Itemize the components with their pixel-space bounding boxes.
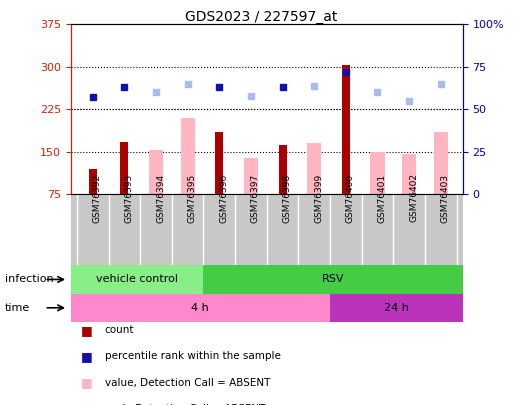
Text: ■: ■ [81, 350, 93, 363]
Text: rank, Detection Call = ABSENT: rank, Detection Call = ABSENT [105, 404, 265, 405]
Text: infection: infection [5, 275, 54, 284]
Bar [120, 142, 128, 194]
Text: count: count [105, 325, 134, 335]
Text: GSM76401: GSM76401 [378, 173, 386, 222]
Text: time: time [5, 303, 30, 313]
Text: 4 h: 4 h [191, 303, 209, 313]
Text: GSM76397: GSM76397 [251, 173, 260, 223]
Text: ■: ■ [81, 324, 93, 337]
Text: GSM76396: GSM76396 [219, 173, 228, 223]
Bar [402, 153, 416, 194]
Bar [203, 265, 463, 294]
Bar [244, 158, 258, 194]
Bar [307, 143, 321, 194]
Bar [71, 294, 330, 322]
Bar [89, 169, 97, 194]
Text: RSV: RSV [322, 275, 345, 284]
Bar [342, 65, 350, 194]
Text: GDS2023 / 227597_at: GDS2023 / 227597_at [185, 10, 338, 24]
Text: vehicle control: vehicle control [96, 275, 178, 284]
Text: ■: ■ [81, 403, 93, 405]
Bar [180, 118, 195, 194]
Text: GSM76393: GSM76393 [124, 173, 133, 223]
Bar [71, 265, 203, 294]
Text: GSM76399: GSM76399 [314, 173, 323, 223]
Bar [434, 132, 448, 194]
Text: GSM76392: GSM76392 [93, 173, 102, 222]
Text: GSM76394: GSM76394 [156, 173, 165, 222]
Text: GSM76402: GSM76402 [409, 173, 418, 222]
Text: GSM76395: GSM76395 [188, 173, 197, 223]
Text: ■: ■ [81, 376, 93, 389]
Text: GSM76398: GSM76398 [282, 173, 291, 223]
Text: GSM76403: GSM76403 [441, 173, 450, 222]
Text: value, Detection Call = ABSENT: value, Detection Call = ABSENT [105, 378, 270, 388]
Bar [330, 294, 463, 322]
Bar [215, 132, 223, 194]
Text: 24 h: 24 h [384, 303, 409, 313]
Text: GSM76400: GSM76400 [346, 173, 355, 222]
Bar [370, 152, 384, 194]
Bar [279, 145, 287, 194]
Bar [149, 150, 163, 194]
Text: percentile rank within the sample: percentile rank within the sample [105, 352, 280, 361]
